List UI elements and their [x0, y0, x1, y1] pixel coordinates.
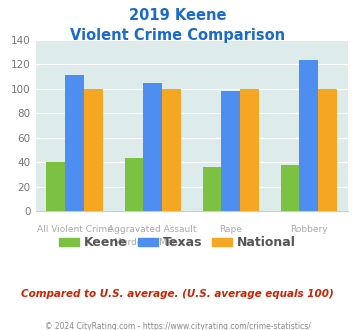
Bar: [318, 89, 337, 211]
Bar: [47, 162, 65, 211]
Text: All Violent Crime: All Violent Crime: [37, 225, 113, 234]
Text: Rape: Rape: [219, 225, 242, 234]
Bar: [300, 60, 318, 211]
Bar: [125, 158, 143, 211]
Text: Compared to U.S. average. (U.S. average equals 100): Compared to U.S. average. (U.S. average …: [21, 289, 334, 299]
Text: Robbery: Robbery: [290, 225, 328, 234]
Bar: [84, 89, 103, 211]
Bar: [65, 75, 84, 211]
Text: Murder & Mans...: Murder & Mans...: [114, 238, 191, 247]
Bar: [162, 89, 181, 211]
Bar: [222, 91, 240, 211]
Bar: [203, 167, 222, 211]
Text: Violent Crime Comparison: Violent Crime Comparison: [70, 28, 285, 43]
Bar: [281, 165, 300, 211]
Bar: [240, 89, 259, 211]
Text: 2019 Keene: 2019 Keene: [129, 8, 226, 23]
Text: Aggravated Assault: Aggravated Assault: [108, 225, 197, 234]
Text: © 2024 CityRating.com - https://www.cityrating.com/crime-statistics/: © 2024 CityRating.com - https://www.city…: [45, 322, 310, 330]
Legend: Keene, Texas, National: Keene, Texas, National: [54, 231, 301, 254]
Bar: [143, 82, 162, 211]
